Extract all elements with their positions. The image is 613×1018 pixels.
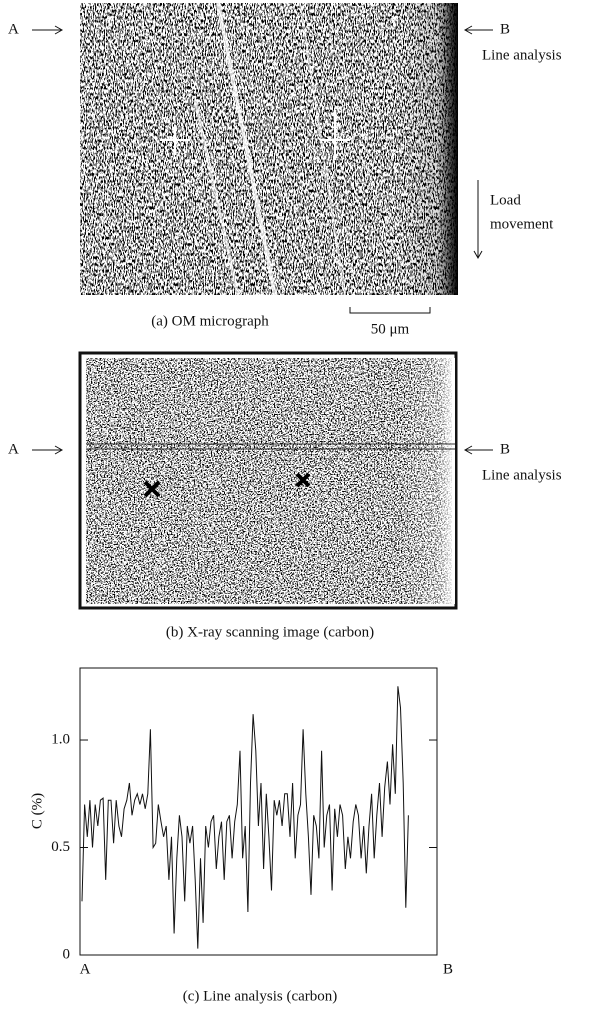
marker-a: A [8, 21, 19, 37]
scale-bar [349, 307, 431, 314]
y-axis-label: C (%) [29, 793, 45, 829]
x-end-label: A [80, 961, 91, 977]
y-tick-label: 1.0 [51, 731, 70, 747]
marker-b: B [500, 21, 510, 37]
caption: (b) X-ray scanning image (carbon) [166, 624, 374, 640]
scale-label: 50 μm [371, 321, 410, 337]
caption: (a) OM micrograph [151, 313, 269, 329]
marker-b: B [500, 441, 510, 457]
y-tick-label: 0 [63, 946, 71, 962]
load-note: movement [490, 216, 554, 232]
arrow [463, 25, 493, 35]
marker-a: A [8, 441, 19, 457]
caption: (c) Line analysis (carbon) [183, 988, 338, 1004]
line-analysis-note: Line analysis [482, 467, 562, 483]
arrow [32, 25, 64, 35]
arrow [463, 445, 493, 455]
load-note: Load [490, 192, 521, 208]
line-analysis-note: Line analysis [482, 47, 562, 63]
om-micrograph [80, 2, 458, 296]
data-line [81, 686, 409, 949]
plot-frame [79, 667, 438, 956]
arrow [473, 180, 483, 260]
xray-image [78, 351, 458, 610]
y-tick-label: 0.5 [51, 839, 70, 855]
arrow [32, 445, 64, 455]
x-end-label: B [443, 961, 453, 977]
